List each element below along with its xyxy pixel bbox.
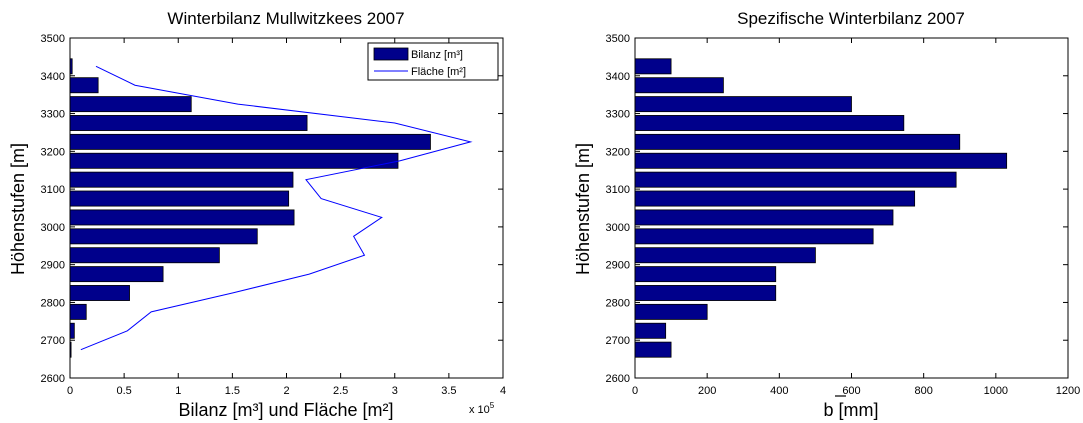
bar-2875 xyxy=(634,266,777,283)
bar-3175 xyxy=(69,152,399,169)
x-tick-label: 800 xyxy=(914,385,932,397)
y-tick-label: 3400 xyxy=(606,71,630,83)
y-tick-label: 3100 xyxy=(606,184,630,196)
bar-3075 xyxy=(69,190,290,207)
legend-label-bilanz: Bilanz [m³] xyxy=(411,49,463,61)
y-tick-label: 2700 xyxy=(606,335,630,347)
y-tick-label: 2600 xyxy=(41,373,65,385)
x-tick-label: 2.5 xyxy=(333,385,348,397)
bar-3225 xyxy=(634,133,961,150)
bar-3025 xyxy=(69,209,295,226)
y-tick-label: 3200 xyxy=(606,146,630,158)
bar-3175 xyxy=(634,152,1008,169)
y-axis-label: Höhenstufen [m] xyxy=(573,143,593,275)
y-tick-label: 3000 xyxy=(606,222,630,234)
bar-3025 xyxy=(634,209,894,226)
y-tick-label: 2600 xyxy=(606,373,630,385)
bar-3275 xyxy=(69,115,308,131)
y-tick-label: 2800 xyxy=(606,297,630,309)
x-tick-label: 1200 xyxy=(1056,385,1080,397)
bar-group xyxy=(69,58,431,358)
x-tick-labels: 0 0.5 1 1.5 2 2.5 3 3.5 4 xyxy=(67,385,506,397)
x-tick-label: 0 xyxy=(632,385,638,397)
y-tick-labels: 2600 2700 2800 2900 3000 3100 3200 3300 3400 3500 xyxy=(41,33,65,385)
chart-winterbilanz: Winterbilanz Mullwitzkees 2007 Bilanz [m… xyxy=(8,9,506,420)
chart-spezifische-winterbilanz: Spezifische Winterbilanz 2007 b [mm] Höh… xyxy=(573,9,1080,420)
x-tick-label: 4 xyxy=(500,385,506,397)
x-axis-label: b [mm] xyxy=(823,400,878,420)
x-tick-label: 600 xyxy=(842,385,860,397)
bar-2725 xyxy=(69,322,75,339)
bar-3275 xyxy=(634,115,905,131)
bar-2725 xyxy=(634,322,667,339)
plot-frame xyxy=(69,37,504,379)
y-tick-label: 3400 xyxy=(41,71,65,83)
chart-title: Spezifische Winterbilanz 2007 xyxy=(737,9,965,28)
bar-2975 xyxy=(634,228,874,245)
x-tick-label: 0 xyxy=(67,385,73,397)
bar-2975 xyxy=(69,228,258,245)
chart-title: Winterbilanz Mullwitzkees 2007 xyxy=(167,9,404,28)
y-tick-label: 3500 xyxy=(606,33,630,45)
x-tick-label: 200 xyxy=(698,385,716,397)
y-tick-label: 3300 xyxy=(41,109,65,121)
x-tick-label: 3.5 xyxy=(441,385,456,397)
bar-3375 xyxy=(634,77,724,94)
bar-2875 xyxy=(69,266,164,283)
x-tick-label: 1.5 xyxy=(225,385,240,397)
y-tick-label: 2900 xyxy=(606,260,630,272)
y-tick-label: 2900 xyxy=(41,260,65,272)
bar-3125 xyxy=(69,171,294,188)
x-tick-label: 1 xyxy=(175,385,181,397)
x-tick-label: 2 xyxy=(283,385,289,397)
legend-label-flaeche: Fläche [m²] xyxy=(411,66,466,78)
bar-2825 xyxy=(634,285,777,301)
x-axis-label: Bilanz [m³] und Fläche [m²] xyxy=(178,400,393,420)
y-tick-label: 2700 xyxy=(41,335,65,347)
y-tick-label: 3000 xyxy=(41,222,65,234)
bar-2775 xyxy=(634,303,708,320)
bar-group xyxy=(634,58,1008,358)
x-tick-label: 1000 xyxy=(984,385,1008,397)
bar-2925 xyxy=(634,247,816,264)
legend: Bilanz [m³] Fläche [m²] xyxy=(367,42,499,81)
x-multiplier: x 105 xyxy=(469,401,495,416)
y-tick-labels: 2600 2700 2800 2900 3000 3100 3200 3300 3400 3500 xyxy=(606,33,630,385)
legend-swatch-bar xyxy=(373,47,409,61)
bar-2675 xyxy=(634,341,672,358)
y-tick-label: 3500 xyxy=(41,33,65,45)
y-axis-label: Höhenstufen [m] xyxy=(8,143,28,275)
plot-frame xyxy=(634,37,1069,379)
bar-2825 xyxy=(69,285,130,301)
line-flaeche xyxy=(80,65,473,351)
x-tick-label: 400 xyxy=(770,385,788,397)
bar-3325 xyxy=(634,96,852,113)
y-tick-label: 3100 xyxy=(41,184,65,196)
bar-3125 xyxy=(634,171,957,188)
bar-3225 xyxy=(69,133,431,150)
bar-2775 xyxy=(69,303,87,320)
bar-3325 xyxy=(69,96,192,113)
y-tick-label: 2800 xyxy=(41,297,65,309)
y-tick-label: 3200 xyxy=(41,146,65,158)
x-tick-label: 3 xyxy=(392,385,398,397)
bar-3425 xyxy=(634,58,672,75)
y-tick-label: 3300 xyxy=(606,109,630,121)
bar-3375 xyxy=(69,77,99,94)
bar-3075 xyxy=(634,190,916,207)
x-tick-label: 0.5 xyxy=(116,385,131,397)
tick-marks xyxy=(69,37,504,379)
bar-2925 xyxy=(69,247,220,264)
x-tick-labels: 0 200 400 600 800 1000 1200 xyxy=(632,385,1080,397)
legend-box xyxy=(367,42,499,81)
line-group xyxy=(80,65,473,351)
